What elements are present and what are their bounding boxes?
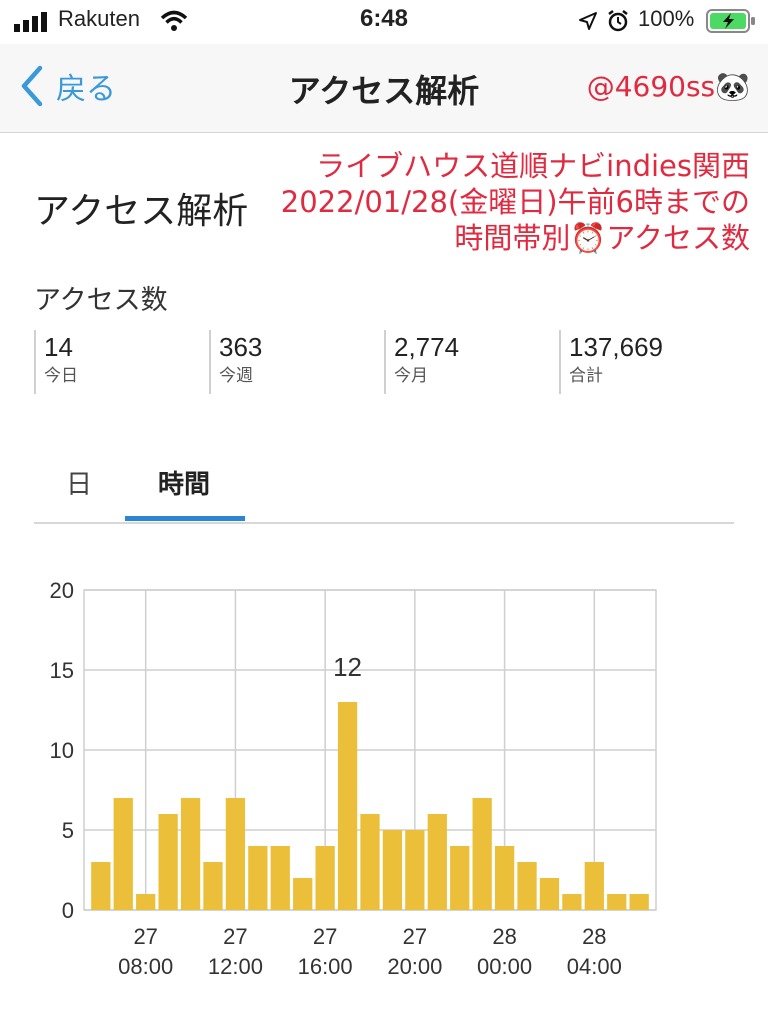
x-tick-day: 27	[313, 924, 337, 949]
navigation-bar: 戻る アクセス解析 @4690ss🐼	[0, 44, 768, 133]
x-tick-day: 27	[403, 924, 427, 949]
stat-label: 今日	[44, 366, 78, 386]
signal-icon	[14, 12, 47, 32]
chart-bar	[494, 846, 515, 910]
peak-data-label: 12	[333, 652, 362, 682]
y-tick-label: 0	[62, 898, 74, 923]
chart-bar	[472, 798, 492, 910]
chart-bar	[203, 862, 223, 910]
annotation-overlay: ライブハウス道順ナビindies関西 2022/01/28(金曜日)午前6時まで…	[281, 148, 750, 256]
nav-title: アクセス解析	[288, 72, 480, 110]
chart-bar	[315, 846, 335, 910]
annotation-line-2: 2022/01/28(金曜日)午前6時までの	[280, 185, 750, 219]
access-count-heading: アクセス数	[34, 285, 168, 316]
y-tick-label: 20	[50, 578, 74, 603]
stat-total: 137,669 合計	[559, 330, 663, 394]
x-tick-time: 04:00	[567, 954, 622, 979]
x-tick-day: 27	[133, 924, 157, 949]
status-bar: Rakuten 6:48 100%	[0, 0, 768, 44]
y-tick-label: 5	[62, 818, 74, 843]
page-title: アクセス解析	[34, 191, 249, 232]
stat-value: 137,669	[569, 332, 663, 362]
chart-bar	[450, 846, 470, 910]
wifi-icon	[160, 10, 188, 31]
chart-bar	[113, 798, 133, 910]
tab-hour[interactable]: 時間	[158, 470, 211, 500]
hourly-access-chart: 0 5 10 15 20 27 08:00 27 12:00 27 16:00 27 20:00 28 00…	[50, 578, 657, 979]
x-tick-time: 08:00	[118, 954, 173, 979]
active-tab-indicator	[125, 516, 245, 521]
y-tick-label: 10	[50, 738, 74, 763]
x-tick-day: 28	[582, 924, 606, 949]
chart-bar	[337, 702, 358, 910]
chart-bar	[405, 830, 425, 910]
annotation-line-1: ライブハウス道順ナビindies関西	[316, 149, 750, 183]
chart-bar	[293, 878, 313, 910]
carrier-name: Rakuten	[58, 6, 140, 31]
chart-bar	[248, 846, 268, 910]
y-tick-label: 15	[50, 658, 74, 683]
chart-bar	[539, 878, 560, 910]
annotation-line-3: 時間帯別⏰アクセス数	[454, 221, 750, 255]
chart-bar	[584, 862, 604, 910]
x-tick-day: 28	[492, 924, 516, 949]
chart-bar	[382, 830, 403, 910]
chart-bar	[180, 798, 201, 910]
chart-bar	[427, 814, 447, 910]
stat-value: 363	[219, 332, 263, 362]
x-tick-day: 27	[223, 924, 247, 949]
back-label: 戻る	[56, 72, 116, 107]
chart-bar	[607, 894, 627, 910]
stat-value: 2,774	[394, 332, 460, 362]
location-icon	[579, 12, 597, 30]
x-tick-time: 20:00	[387, 954, 442, 979]
chart-bar	[562, 894, 582, 910]
access-stats: 14 今日 363 今週 2,774 今月 137,669 合計	[34, 330, 734, 394]
battery-charging-icon	[706, 9, 755, 33]
chart-bar	[136, 894, 156, 910]
user-handle: @4690ss🐼	[586, 70, 750, 103]
x-tick-time: 16:00	[298, 954, 353, 979]
period-tabs: 日 時間	[34, 446, 734, 524]
stat-value: 14	[44, 332, 73, 362]
back-button[interactable]: 戻る	[18, 64, 116, 108]
chart-bar	[360, 814, 380, 910]
chart-bar	[91, 862, 111, 910]
chart-bar	[225, 798, 246, 910]
stat-week: 363 今週	[209, 330, 262, 394]
stat-month: 2,774 今月	[384, 330, 459, 394]
stat-label: 合計	[569, 366, 603, 386]
x-tick-time: 12:00	[208, 954, 263, 979]
stat-label: 今週	[219, 366, 253, 386]
chart-bar	[270, 846, 290, 910]
x-tick-time: 00:00	[477, 954, 532, 979]
chart-bar	[517, 862, 537, 910]
stat-label: 今月	[394, 366, 428, 386]
tab-day[interactable]: 日	[66, 470, 93, 500]
alarm-icon	[608, 10, 628, 32]
chart-bar	[629, 894, 649, 910]
clock: 6:48	[359, 5, 409, 32]
battery-percent: 100%	[638, 6, 695, 31]
chart-bar	[158, 814, 178, 910]
chevron-left-icon	[21, 65, 43, 107]
stat-today: 14 今日	[34, 330, 78, 394]
